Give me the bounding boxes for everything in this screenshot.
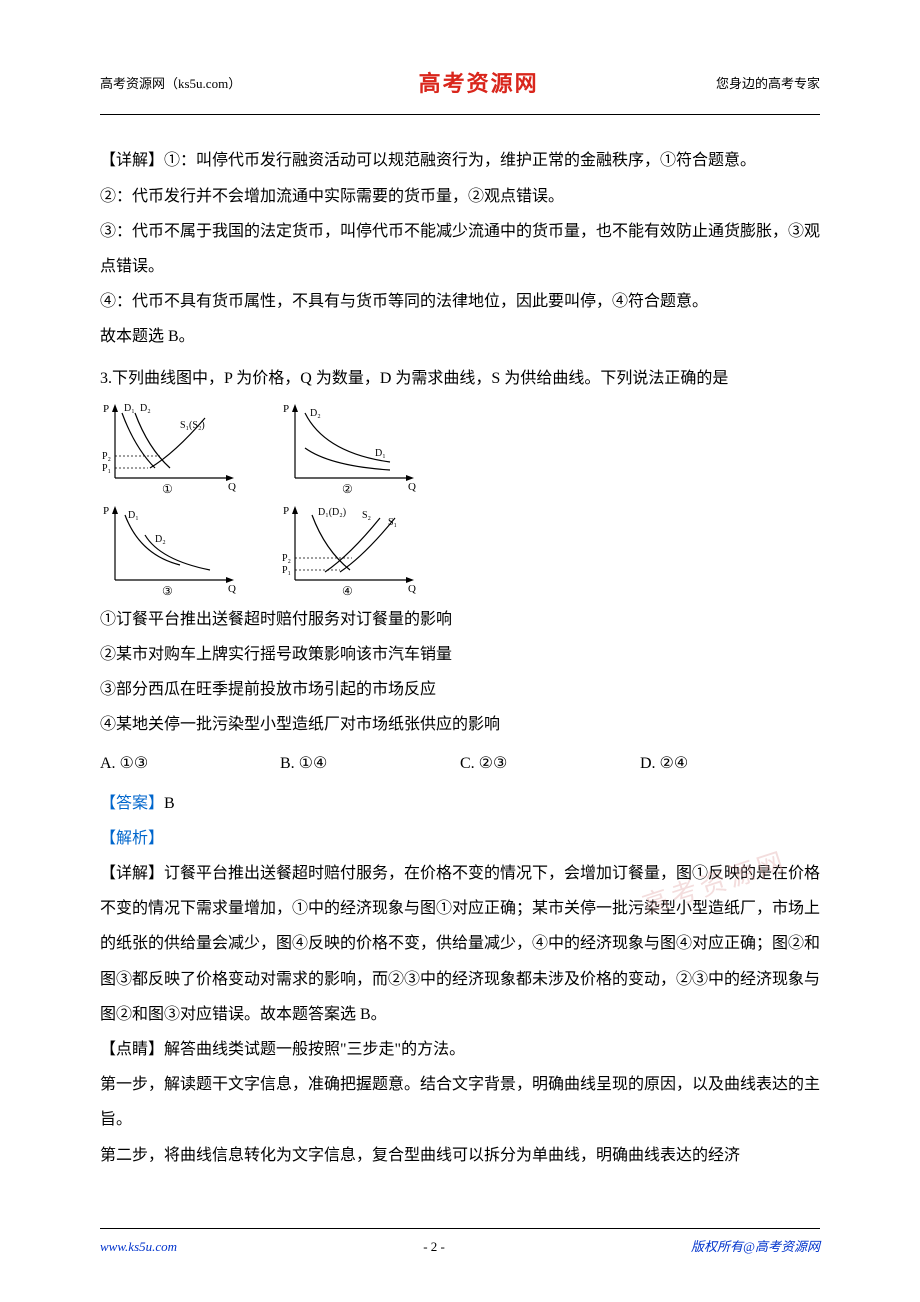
svg-text:Q: Q [408,583,416,595]
explanation-1: 【详解】①：叫停代币发行融资活动可以规范融资行为，维护正常的金融秩序，①符合题意… [100,143,820,178]
svg-text:P: P [283,505,289,517]
option-text-3: ③部分西瓜在旺季提前投放市场引起的市场反应 [100,672,820,707]
footer-center: - 2 - [423,1233,445,1262]
explanation-3: ③：代币不属于我国的法定货币，叫停代币不能减少流通中的货币量，也不能有效防止通货… [100,214,820,284]
header-right: 您身边的高考专家 [716,70,820,99]
footer-left: www.ks5u.com [100,1233,177,1262]
svg-text:①: ① [162,482,173,496]
svg-text:D₂: D₂ [140,403,151,414]
analysis-label: 【解析】 [100,821,820,856]
svg-text:D₂: D₂ [155,534,166,545]
charts-row-2: P Q D₁ D₂ ③ P Q D₁(D₂) S₂ [100,500,820,600]
chart-4: P Q D₁(D₂) S₂ S₁ P₂ P₁ ④ [280,500,430,600]
tip-step-2: 第二步，将曲线信息转化为文字信息，复合型曲线可以拆分为单曲线，明确曲线表达的经济 [100,1138,820,1173]
svg-text:Q: Q [228,583,236,595]
svg-text:P₂: P₂ [282,553,291,564]
explanation-2: ②：代币发行并不会增加流通中实际需要的货币量，②观点错误。 [100,179,820,214]
option-text-2: ②某市对购车上牌实行摇号政策影响该市汽车销量 [100,637,820,672]
page-header: 高考资源网（ks5u.com） 高考资源网 您身边的高考专家 [100,60,820,115]
answer-line: 【答案】B [100,786,820,821]
svg-text:S₂: S₂ [362,510,371,521]
question-3-stem: 3.下列曲线图中，P 为价格，Q 为数量，D 为需求曲线，S 为供给曲线。下列说… [100,361,820,396]
svg-text:P: P [103,403,109,415]
chart-3: P Q D₁ D₂ ③ [100,500,250,600]
header-left: 高考资源网（ks5u.com） [100,70,241,99]
svg-text:②: ② [342,482,353,496]
answer-value: B [164,795,175,812]
chart-1: P Q D₁ D₂ S₁(S₂) P₂ P₁ ① [100,398,250,498]
svg-text:P: P [103,505,109,517]
svg-text:③: ③ [162,584,173,598]
explanation-4: ④：代币不具有货币属性，不具有与货币等同的法律地位，因此要叫停，④符合题意。 [100,284,820,319]
svg-text:S₁(S₂): S₁(S₂) [180,420,205,431]
svg-text:Q: Q [408,481,416,493]
choice-row: A. ①③ B. ①④ C. ②③ D. ②④ [100,746,820,781]
tip-step-1: 第一步，解读题干文字信息，准确把握题意。结合文字背景，明确曲线呈现的原因，以及曲… [100,1067,820,1137]
choice-a: A. ①③ [100,746,280,781]
svg-text:D₁: D₁ [375,448,386,459]
charts-row-1: P Q D₁ D₂ S₁(S₂) P₂ P₁ ① P [100,398,820,498]
svg-text:S₁: S₁ [388,517,397,528]
svg-text:D₂: D₂ [310,408,321,419]
svg-text:P: P [283,403,289,415]
answer-label: 【答案】 [100,795,164,812]
choice-d: D. ②④ [640,746,820,781]
svg-text:D₁(D₂): D₁(D₂) [318,507,346,518]
header-center: 高考资源网 [419,60,539,108]
svg-text:④: ④ [342,584,353,598]
detail-text: 【详解】订餐平台推出送餐超时赔付服务，在价格不变的情况下，会增加订餐量，图①反映… [100,856,820,1032]
option-text-1: ①订餐平台推出送餐超时赔付服务对订餐量的影响 [100,602,820,637]
svg-text:P₁: P₁ [282,565,291,576]
choice-b: B. ①④ [280,746,460,781]
tip-heading: 【点睛】解答曲线类试题一般按照"三步走"的方法。 [100,1032,820,1067]
choice-c: C. ②③ [460,746,640,781]
explanation-5: 故本题选 B。 [100,319,820,354]
option-text-4: ④某地关停一批污染型小型造纸厂对市场纸张供应的影响 [100,707,820,742]
svg-text:P₂: P₂ [102,451,111,462]
chart-2: P Q D₁ D₂ ② [280,398,430,498]
svg-text:D₁: D₁ [128,510,139,521]
svg-text:Q: Q [228,481,236,493]
page-footer: www.ks5u.com - 2 - 版权所有@高考资源网 [100,1228,820,1262]
svg-text:D₁: D₁ [124,403,135,414]
footer-right: 版权所有@高考资源网 [691,1233,820,1262]
svg-text:P₁: P₁ [102,463,111,474]
